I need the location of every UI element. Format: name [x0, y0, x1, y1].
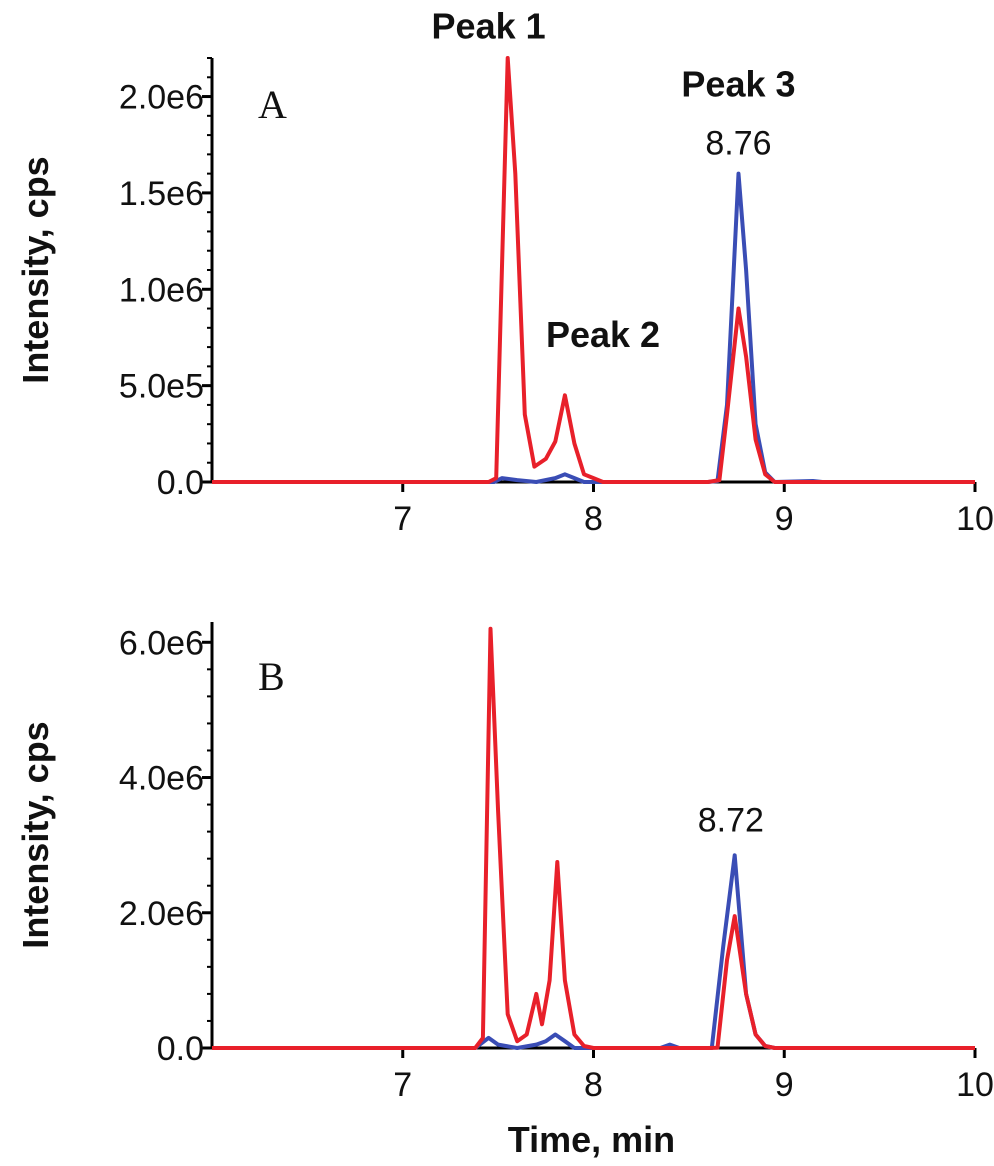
y-tick-label: 0.0: [157, 1030, 204, 1068]
peak-annotation: Peak 1: [432, 6, 546, 47]
series-line-blue: [212, 853, 975, 1050]
y-tick-label: 2.0e6: [119, 895, 204, 933]
y-axis-label: Intensity, cps: [15, 156, 56, 383]
y-axis-label: Intensity, cps: [15, 721, 56, 948]
series-line-red: [212, 626, 975, 1050]
retention-time-annotation: 8.72: [698, 802, 764, 840]
retention-time-annotation: 8.76: [705, 124, 771, 162]
y-tick-label: 6.0e6: [119, 624, 204, 662]
peak-annotation: Peak 2: [546, 314, 660, 355]
y-tick-label: 4.0e6: [119, 760, 204, 798]
x-tick-label: 8: [584, 500, 603, 538]
panel-label: B: [258, 654, 285, 699]
y-tick-label: 1.5e6: [119, 175, 204, 213]
x-tick-label: 10: [956, 500, 994, 538]
x-axis-label: Time, min: [508, 1119, 675, 1160]
y-tick-label: 0.0: [157, 464, 204, 502]
y-tick-label: 2.0e6: [119, 79, 204, 117]
x-tick-label: 8: [584, 1066, 603, 1104]
peak-annotation: Peak 3: [681, 64, 795, 105]
y-tick-label: 1.0e6: [119, 271, 204, 309]
panel-label: A: [258, 82, 287, 127]
x-tick-label: 9: [775, 1066, 794, 1104]
x-tick-label: 9: [775, 500, 794, 538]
x-tick-label: 7: [393, 1066, 412, 1104]
y-tick-label: 5.0e5: [119, 368, 204, 406]
x-tick-label: 10: [956, 1066, 994, 1104]
series-line-red: [212, 56, 975, 484]
x-tick-label: 7: [393, 500, 412, 538]
